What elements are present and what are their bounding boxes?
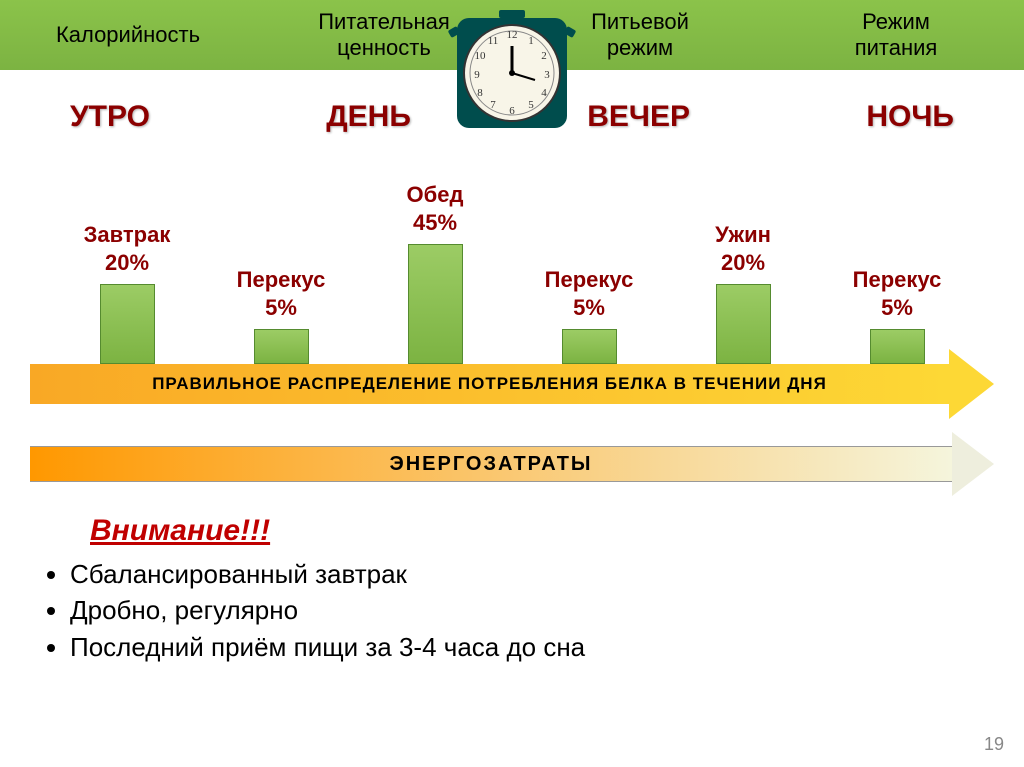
bar — [254, 329, 309, 364]
tod-night: НОЧЬ — [866, 100, 954, 134]
svg-text:10: 10 — [475, 50, 487, 62]
energy-label: ЭНЕРГОЗАТРАТЫ — [30, 446, 952, 482]
svg-text:2: 2 — [541, 50, 547, 62]
bar-group: Перекус5% — [539, 266, 639, 364]
attention-block: Внимание!!! Сбалансированный завтракДроб… — [60, 514, 964, 665]
list-item: Последний приём пищи за 3-4 часа до сна — [70, 629, 964, 665]
bar-label: Завтрак20% — [84, 221, 171, 278]
bar-label: Перекус5% — [545, 266, 634, 323]
bar-group: Перекус5% — [847, 266, 947, 364]
bar-label: Обед45% — [407, 181, 464, 238]
svg-text:11: 11 — [488, 35, 499, 47]
bar-group: Ужин20% — [693, 221, 793, 364]
bar-label: Перекус5% — [237, 266, 326, 323]
attention-title: Внимание!!! — [90, 514, 964, 548]
bar — [716, 284, 771, 364]
bar — [562, 329, 617, 364]
attention-bullets: Сбалансированный завтракДробно, регулярн… — [70, 556, 964, 665]
bar-label: Ужин20% — [715, 221, 771, 278]
tod-morning: УТРО — [70, 100, 150, 134]
alarm-clock-icon: 12 3 6 9 1 2 4 5 7 8 10 11 — [447, 8, 577, 143]
svg-text:7: 7 — [490, 99, 496, 111]
svg-text:5: 5 — [528, 99, 534, 111]
list-item: Сбалансированный завтрак — [70, 556, 964, 592]
bar-group: Обед45% — [385, 181, 485, 364]
top-item-regime: Режим питания — [768, 9, 1024, 62]
svg-text:8: 8 — [477, 87, 483, 99]
svg-text:12: 12 — [507, 29, 518, 41]
distribution-arrow: ПРАВИЛЬНОЕ РАСПРЕДЕЛЕНИЕ ПОТРЕБЛЕНИЯ БЕЛ… — [30, 364, 994, 404]
svg-text:1: 1 — [528, 35, 534, 47]
tod-evening: ВЕЧЕР — [587, 100, 690, 134]
svg-text:3: 3 — [544, 69, 550, 81]
arrow-head-icon — [949, 349, 994, 419]
bar — [408, 244, 463, 364]
arrow-label: ПРАВИЛЬНОЕ РАСПРЕДЕЛЕНИЕ ПОТРЕБЛЕНИЯ БЕЛ… — [30, 364, 949, 404]
bar — [100, 284, 155, 364]
tod-day: ДЕНЬ — [326, 100, 411, 134]
bar-label: Перекус5% — [853, 266, 942, 323]
bar — [870, 329, 925, 364]
svg-text:6: 6 — [509, 105, 515, 117]
energy-arrow-head-icon — [952, 432, 994, 496]
list-item: Дробно, регулярно — [70, 592, 964, 628]
bar-group: Перекус5% — [231, 266, 331, 364]
protein-distribution-chart: Завтрак20% Перекус5% Обед45% Перекус5% Ужин2… — [30, 144, 994, 404]
top-item-calories: Калорийность — [0, 22, 256, 48]
energy-arrow: ЭНЕРГОЗАТРАТЫ — [30, 444, 994, 484]
svg-text:9: 9 — [474, 69, 480, 81]
page-number: 19 — [984, 734, 1004, 755]
bar-group: Завтрак20% — [77, 221, 177, 364]
svg-text:4: 4 — [541, 87, 547, 99]
bars-row: Завтрак20% Перекус5% Обед45% Перекус5% Ужин2… — [30, 181, 994, 364]
